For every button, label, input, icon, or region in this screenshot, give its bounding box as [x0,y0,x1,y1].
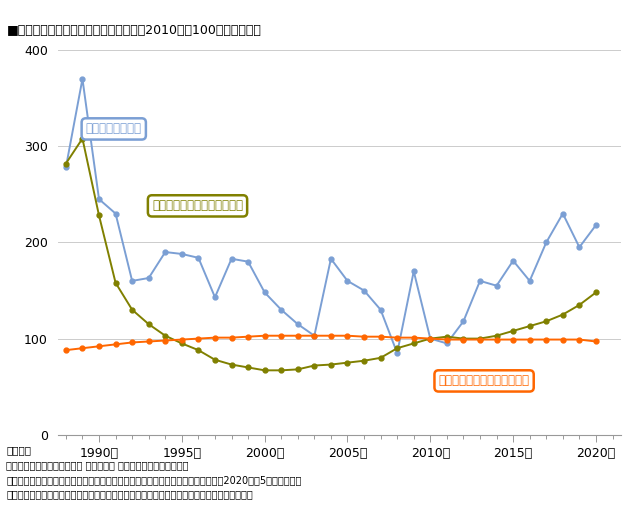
Text: 日経平均株価指数：日経平均株価、日経情報指数サイト（日経プロフィル）各年（2020年は5月末）の終値: 日経平均株価指数：日経平均株価、日経情報指数サイト（日経プロフィル）各年（202… [6,475,302,485]
Text: 日経平均株価指数: 日経平均株価指数 [86,122,141,135]
Text: 公示地価指数（東京都平均）: 公示地価指数（東京都平均） [152,199,243,212]
Text: 民営家賌指数：総務省統計局 東京都区部 品目別価格指数（年平均）: 民営家賌指数：総務省統計局 東京都区部 品目別価格指数（年平均） [6,460,189,470]
Text: 民営家賌指数（東京都平均）: 民営家賌指数（東京都平均） [438,374,529,387]
Text: 公示地価指数：土地代データ、東京都平均公示地価　　これらをもとに旭化成ホームズで作成: 公示地価指数：土地代データ、東京都平均公示地価 これらをもとに旭化成ホームズで作… [6,490,253,500]
Text: ■賌貸住宅の家賌動向と他の指標比較＜2010年を100として算出＞: ■賌貸住宅の家賌動向と他の指標比較＜2010年を100として算出＞ [6,24,261,37]
Text: 《出典》: 《出典》 [6,445,31,455]
